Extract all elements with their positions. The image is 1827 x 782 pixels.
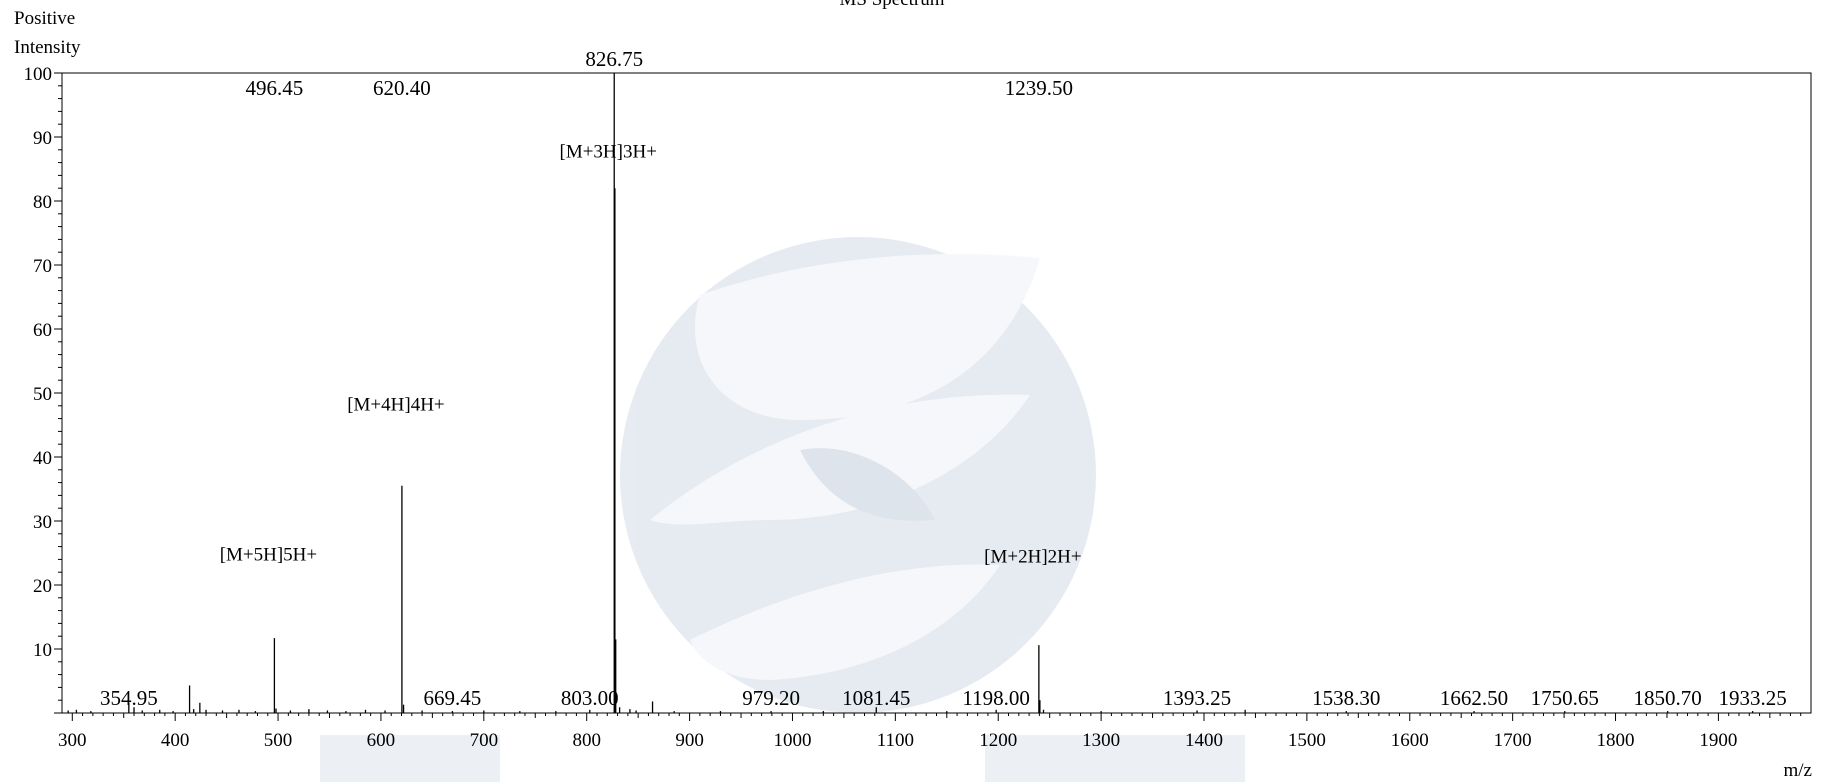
y-tick-label: 20 <box>33 576 52 597</box>
peak-labels: 354.95 496.45 620.40 669.45 803.00 826.75 979.… <box>100 47 1787 710</box>
ion-annotation: [M+4H]4H+ <box>347 394 444 415</box>
y-tick-label: 100 <box>24 64 53 85</box>
x-tick-label: 400 <box>161 730 190 751</box>
peak-label: 1081.45 <box>842 686 910 710</box>
peak-label: 1393.25 <box>1163 686 1231 710</box>
x-tick-label: 900 <box>675 730 704 751</box>
peak-label: 1538.30 <box>1312 686 1380 710</box>
x-axis: 300 400 500 600 700 800 900 1000 1100 1200 1300 140… <box>58 713 1802 751</box>
y-axis-label-line-1: Positive <box>14 8 75 29</box>
y-tick-label: 90 <box>33 128 52 149</box>
x-tick-label: 1900 <box>1699 730 1737 751</box>
x-tick-label: 600 <box>367 730 396 751</box>
y-tick-label: 80 <box>33 192 52 213</box>
peak-label: 496.45 <box>246 76 304 100</box>
peak-label: 1850.70 <box>1634 686 1702 710</box>
peak-label: 826.75 <box>585 47 643 71</box>
peak-label: 1750.65 <box>1531 686 1599 710</box>
peak-label: 354.95 <box>100 686 158 710</box>
ion-annotations: [M+5H]5H+ [M+4H]4H+ [M+3H]3H+ [M+2H]2H+ <box>220 141 1082 567</box>
y-tick-label: 30 <box>33 512 52 533</box>
y-axis-label-line-2: Intensity <box>14 37 81 58</box>
peak-series <box>67 73 1754 713</box>
chart-title: MS Spectrum <box>839 0 944 10</box>
peak-label: 803.00 <box>561 686 619 710</box>
peak-label: 669.45 <box>424 686 482 710</box>
y-tick-label: 50 <box>33 384 52 405</box>
watermark-bottom-shapes <box>320 735 1245 782</box>
peak-label: 620.40 <box>373 76 431 100</box>
y-tick-label: 10 <box>33 640 52 661</box>
x-tick-label: 700 <box>470 730 499 751</box>
x-tick-label: 1500 <box>1288 730 1326 751</box>
ion-annotation: [M+3H]3H+ <box>560 141 657 162</box>
peak-label: 1933.25 <box>1718 686 1786 710</box>
x-tick-label: 1400 <box>1185 730 1223 751</box>
x-tick-label: 1800 <box>1597 730 1635 751</box>
y-tick-label: 40 <box>33 448 52 469</box>
y-tick-label: 60 <box>33 320 52 341</box>
ion-annotation: [M+2H]2H+ <box>984 547 1081 568</box>
x-tick-label: 500 <box>264 730 293 751</box>
x-tick-label: 800 <box>572 730 601 751</box>
x-axis-label: m/z <box>1784 760 1813 781</box>
x-tick-label: 1200 <box>979 730 1017 751</box>
peak-label: 979.20 <box>742 686 800 710</box>
x-tick-label: 1600 <box>1391 730 1429 751</box>
x-tick-label: 300 <box>58 730 87 751</box>
y-axis: 10 20 30 40 50 60 70 80 90 100 <box>24 64 62 714</box>
x-tick-label: 1700 <box>1494 730 1532 751</box>
watermark-logo <box>620 237 1096 713</box>
ion-annotation: [M+5H]5H+ <box>220 545 317 566</box>
x-tick-label: 1000 <box>773 730 811 751</box>
peak-label: 1198.00 <box>962 686 1029 710</box>
peak-label: 1662.50 <box>1440 686 1508 710</box>
x-tick-label: 1300 <box>1082 730 1120 751</box>
y-tick-label: 70 <box>33 256 52 277</box>
x-tick-label: 1100 <box>877 730 914 751</box>
peak-label: 1239.50 <box>1005 76 1073 100</box>
